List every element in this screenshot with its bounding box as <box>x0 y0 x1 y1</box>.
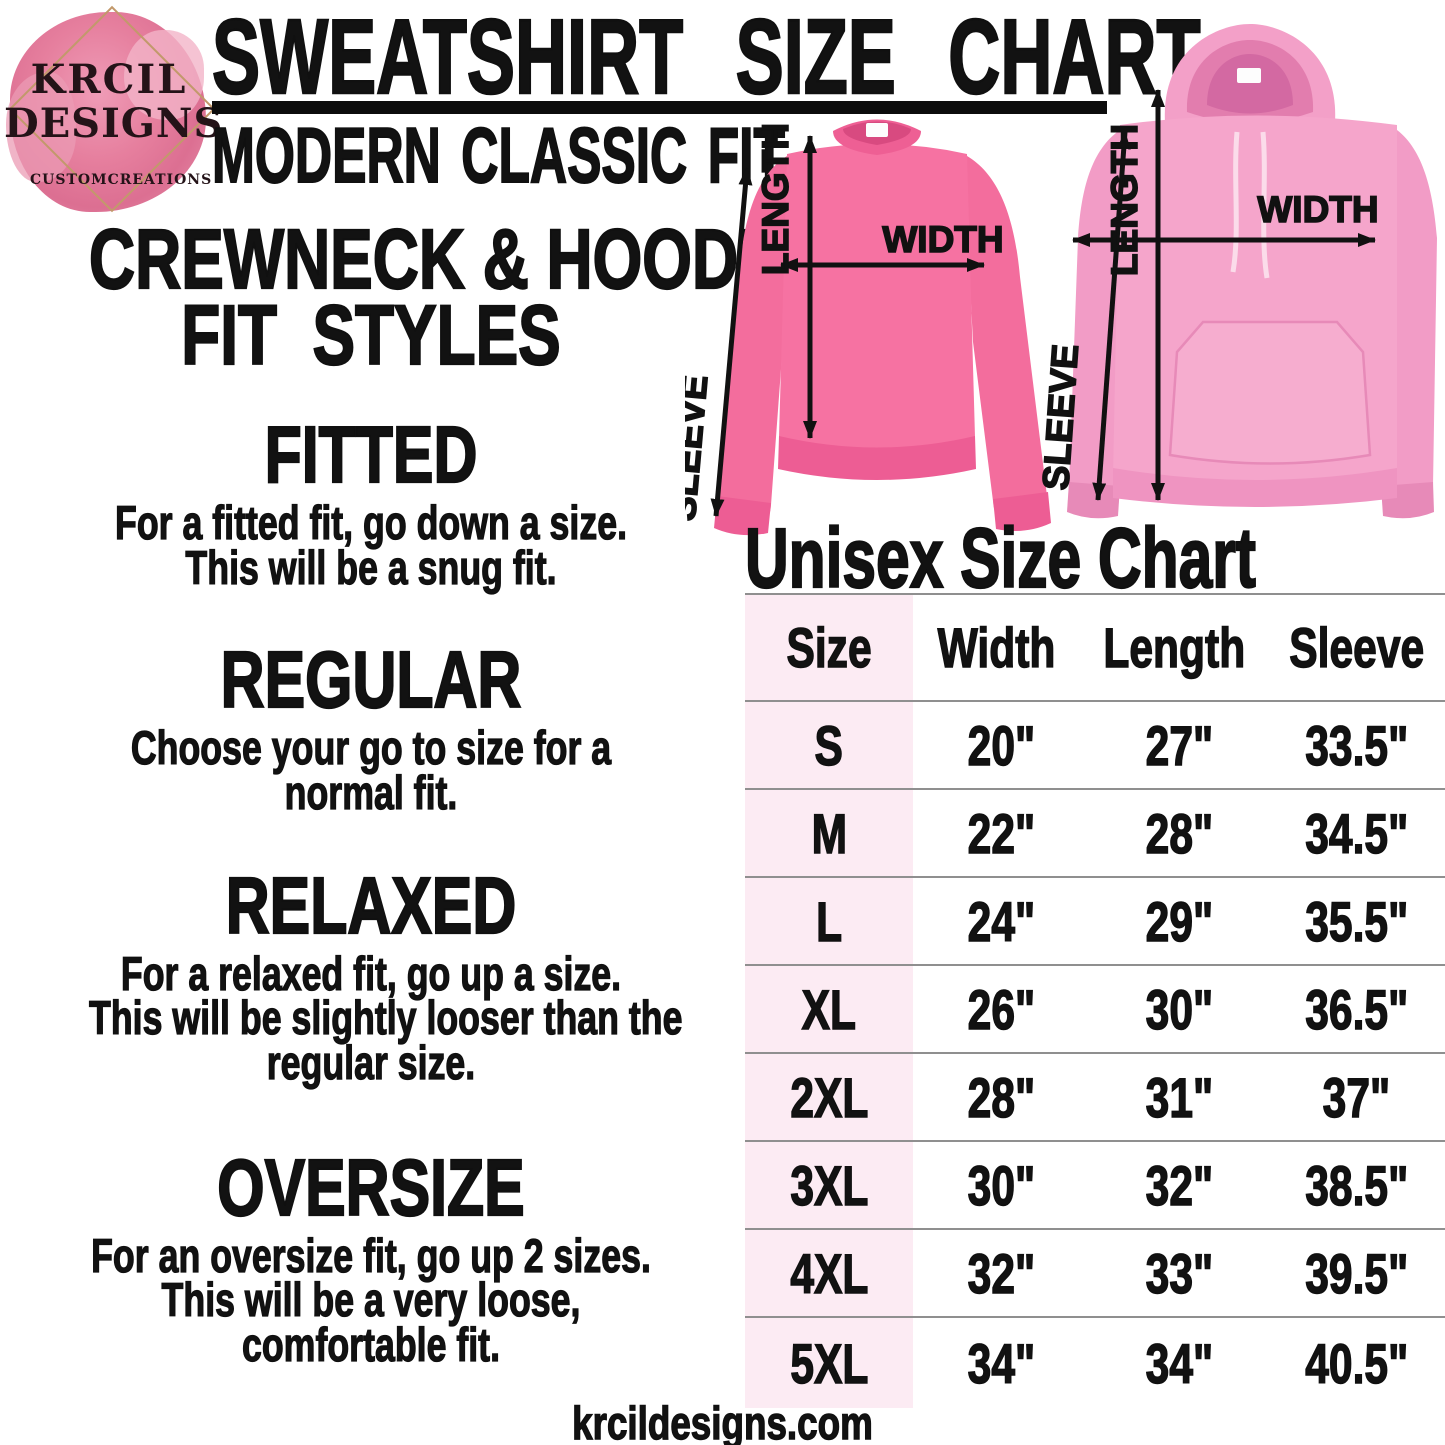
cell-size: 5XL <box>745 1318 913 1408</box>
watercolor-blob <box>6 12 206 212</box>
crewneck-hem <box>778 436 976 480</box>
brand-name-line2: DESIGNS <box>4 100 224 147</box>
cell-size: 2XL <box>745 1054 913 1140</box>
column-header-sleeve: Sleeve <box>1288 615 1424 680</box>
fit-style-desc-relaxed: For a relaxed fit, go up a size. This wi… <box>89 946 683 1090</box>
crewneck-sleeve-arrow <box>710 167 753 517</box>
page-subtitle: MODERN CLASSIC FIT <box>211 111 785 199</box>
table-row: L 24" 29" 35.5" <box>745 876 1445 964</box>
crewneck-neck-tag <box>866 123 888 137</box>
brand-tagline-left: CUSTOM <box>30 172 108 188</box>
cell-length: 34" <box>1145 1331 1214 1396</box>
fit-style-name-fitted: FITTED <box>264 410 478 500</box>
crewneck-length-label: LENGTH <box>755 123 796 275</box>
fit-styles-heading-line1: CREWNECK & HOODED <box>88 212 827 306</box>
cell-size: M <box>745 790 913 876</box>
cell-length: 33" <box>1145 1241 1214 1306</box>
fit-styles-section: CREWNECK & HOODED FIT STYLES FITTED For … <box>0 212 827 1371</box>
cell-width: 20" <box>967 713 1036 778</box>
size-chart-heading: Unisex Size Chart <box>744 511 1256 605</box>
cell-length: 29" <box>1145 889 1214 954</box>
size-chart-table: Size Width Length Sleeve S 20" 27" 33.5"… <box>745 593 1445 1408</box>
cell-sleeve: 36.5" <box>1304 977 1408 1042</box>
hoodie-diagram: LENGTH WIDTH SLEEVE <box>1034 24 1437 519</box>
column-header-size: Size <box>745 595 913 700</box>
cell-length: 30" <box>1145 977 1214 1042</box>
fit-style-name-regular: REGULAR <box>220 635 522 725</box>
cell-width: 34" <box>967 1331 1036 1396</box>
fit-style-desc-regular: Choose your go to size for a normal fit. <box>130 721 612 820</box>
cell-length: 31" <box>1145 1065 1214 1130</box>
hoodie-drawstring-left <box>1230 131 1240 273</box>
cell-width: 32" <box>967 1241 1036 1306</box>
website-url: krcildesigns.com <box>572 1396 874 1445</box>
column-header-width: Width <box>937 615 1056 680</box>
hoodie-width-label: WIDTH <box>1257 189 1378 230</box>
brand-tagline: CUSTOM CREATIONS <box>4 172 214 188</box>
cell-sleeve: 40.5" <box>1304 1331 1408 1396</box>
title-underline <box>212 101 1107 114</box>
fit-style-name-oversize: OVERSIZE <box>216 1142 525 1232</box>
brand-name-line1: KRCIL <box>30 56 188 103</box>
crewneck-right-cuff <box>993 492 1051 531</box>
hoodie-pocket <box>1168 320 1372 465</box>
hoodie-drawstring-right <box>1260 131 1270 279</box>
cell-sleeve: 37" <box>1322 1065 1391 1130</box>
cell-sleeve: 34.5" <box>1304 801 1408 866</box>
website-footer: krcildesigns.com <box>0 1396 1445 1445</box>
crewneck-sleeve-label: SLEEVE <box>685 373 715 522</box>
table-header-row: Size Width Length Sleeve <box>745 593 1445 700</box>
crewneck-width-label: WIDTH <box>882 219 1003 260</box>
cell-width: 28" <box>967 1065 1036 1130</box>
table-row: 4XL 32" 33" 39.5" <box>745 1228 1445 1316</box>
cell-size: L <box>745 878 913 964</box>
cell-sleeve: 38.5" <box>1304 1153 1408 1218</box>
cell-length: 27" <box>1145 713 1214 778</box>
brand-name: KRCIL DESIGNS <box>4 56 224 147</box>
fit-style-desc-oversize: For an oversize fit, go up 2 sizes. This… <box>91 1228 652 1371</box>
crewneck-right-sleeve <box>965 156 1048 521</box>
cell-width: 24" <box>967 889 1036 954</box>
column-header-length: Length <box>1103 615 1246 680</box>
fit-style-name-relaxed: RELAXED <box>225 860 517 950</box>
table-row: 3XL 30" 32" 38.5" <box>745 1140 1445 1228</box>
crewneck-diagram: LENGTH WIDTH SLEEVE <box>685 119 1051 536</box>
hoodie-sleeve-arrow <box>1092 131 1131 501</box>
table-row: 5XL 34" 34" 40.5" <box>745 1316 1445 1408</box>
brand-tagline-right: CREATIONS <box>107 172 213 188</box>
hoodie-hood-opening <box>1207 54 1293 114</box>
fit-styles-heading-line2: FIT STYLES <box>180 287 561 382</box>
table-row: S 20" 27" 33.5" <box>745 700 1445 788</box>
cell-length: 32" <box>1145 1153 1214 1218</box>
table-row: M 22" 28" 34.5" <box>745 788 1445 876</box>
cell-size: 3XL <box>745 1142 913 1228</box>
cell-width: 26" <box>967 977 1036 1042</box>
cell-width: 30" <box>967 1153 1036 1218</box>
table-row: XL 26" 30" 36.5" <box>745 964 1445 1052</box>
hoodie-neck-tag <box>1237 68 1261 83</box>
fit-style-desc-fitted: For a fitted fit, go down a size. This w… <box>114 496 628 594</box>
brand-logo: KRCIL DESIGNS CUSTOM CREATIONS <box>4 4 224 224</box>
cell-sleeve: 35.5" <box>1304 889 1408 954</box>
cell-sleeve: 39.5" <box>1304 1241 1408 1306</box>
cell-size: S <box>745 702 913 788</box>
cell-size: 4XL <box>745 1230 913 1316</box>
hoodie-hem <box>1113 468 1397 507</box>
cell-size: XL <box>745 966 913 1052</box>
page-title: SWEATSHIRT SIZE CHART <box>211 0 1201 116</box>
table-row: 2XL 28" 31" 37" <box>745 1052 1445 1140</box>
cell-width: 22" <box>967 801 1036 866</box>
cell-length: 28" <box>1145 801 1214 866</box>
cell-sleeve: 33.5" <box>1304 713 1408 778</box>
fit-styles-heading: CREWNECK & HOODED FIT STYLES <box>0 212 827 382</box>
hoodie-length-label: LENGTH <box>1104 124 1145 276</box>
crewneck-body <box>779 144 975 449</box>
